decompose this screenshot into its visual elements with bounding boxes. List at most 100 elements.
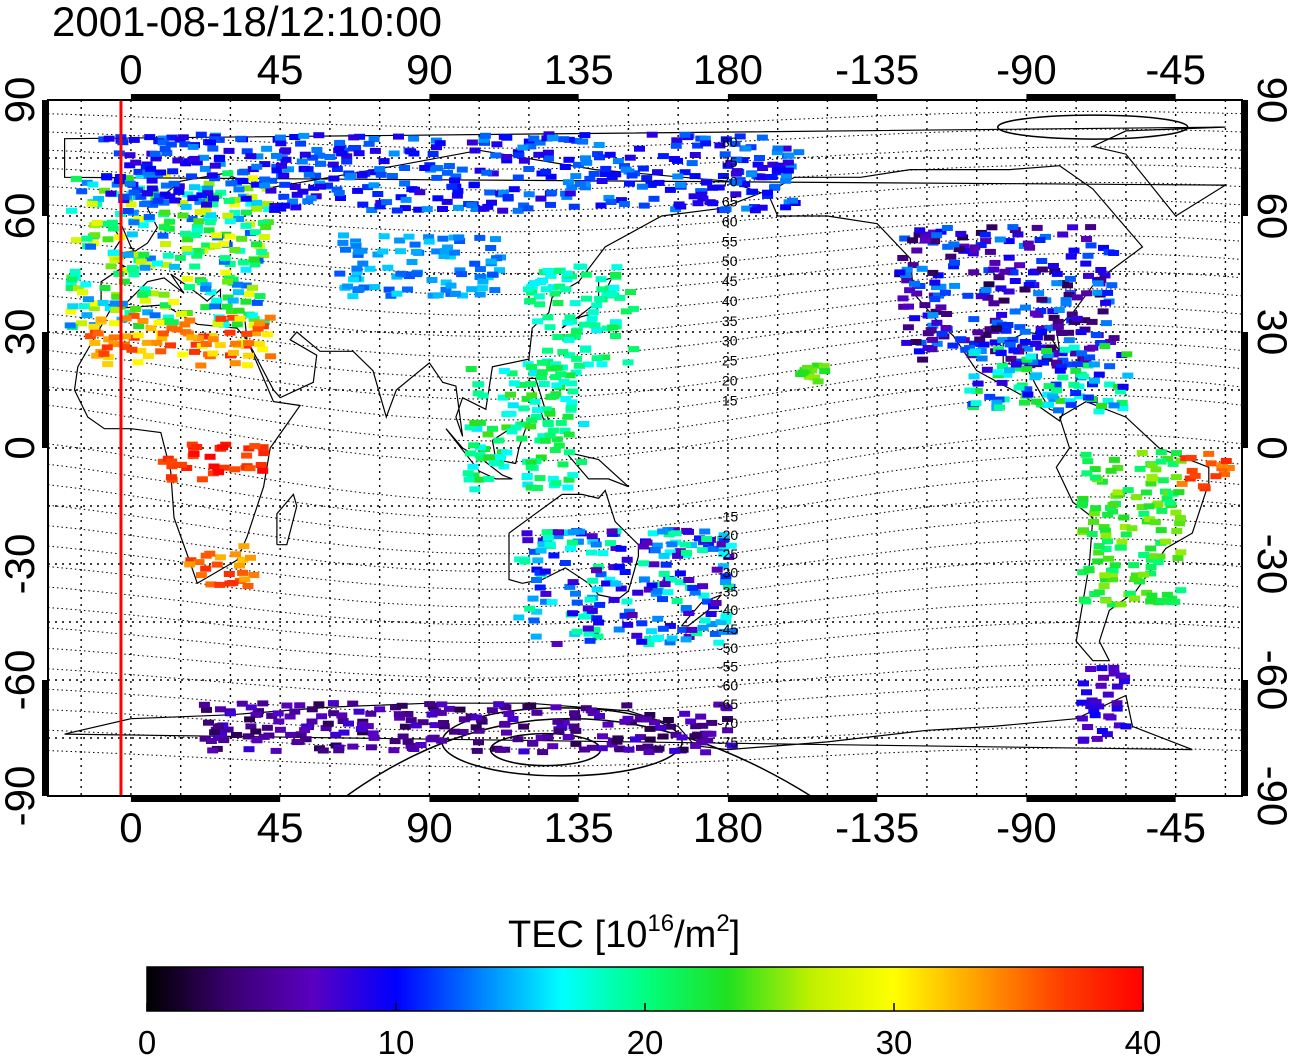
- tec-cell: [410, 722, 422, 729]
- tec-cell: [139, 201, 151, 208]
- tec-cell: [157, 232, 169, 239]
- tec-cell: [213, 469, 225, 476]
- tec-cell: [657, 596, 668, 603]
- tec-cell: [501, 729, 512, 736]
- tec-cell: [490, 152, 502, 159]
- tec-cell: [120, 333, 132, 340]
- tec-cell: [443, 705, 455, 712]
- mlat-label: -25: [718, 546, 738, 562]
- tec-cell: [65, 285, 77, 291]
- tec-cell: [352, 251, 364, 258]
- tec-cell: [313, 701, 325, 708]
- tec-cell: [519, 558, 531, 565]
- tec-cell: [1145, 545, 1157, 552]
- tec-cell: [303, 171, 315, 178]
- tec-cell: [1109, 562, 1121, 569]
- tec-cell: [506, 370, 518, 377]
- tec-cell: [1069, 350, 1081, 357]
- tec-cell: [408, 135, 420, 142]
- tec-cell: [521, 473, 533, 479]
- tec-cell: [579, 746, 591, 753]
- tec-cell: [745, 171, 757, 178]
- tec-cell: [664, 622, 676, 629]
- tec-cell: [542, 734, 554, 741]
- tec-cell: [1052, 323, 1064, 330]
- tec-cell: [167, 168, 179, 175]
- tec-cell: [587, 309, 599, 316]
- tec-cell: [1095, 682, 1107, 689]
- tec-cell: [135, 172, 147, 179]
- tec-cell: [440, 279, 452, 286]
- tec-cell: [1083, 567, 1095, 574]
- left-tick-label: -30: [0, 534, 43, 595]
- tec-cell: [563, 449, 575, 456]
- tec-cell: [802, 364, 813, 371]
- tec-cell: [1107, 567, 1119, 574]
- tec-cell: [337, 239, 349, 246]
- tec-cell: [105, 263, 117, 270]
- tec-cell: [754, 155, 765, 161]
- tec-cell: [762, 192, 774, 199]
- tec-cell: [1113, 722, 1125, 729]
- mlat-contour: [48, 454, 1242, 519]
- tec-cell: [345, 172, 356, 179]
- tec-cell: [727, 628, 738, 635]
- tec-cell: [365, 710, 377, 717]
- tec-cell: [544, 432, 556, 439]
- tec-cell: [532, 557, 544, 564]
- tec-cell: [1108, 335, 1120, 342]
- tec-cell: [290, 204, 302, 211]
- tec-cell: [614, 294, 626, 301]
- tec-cell: [240, 282, 252, 289]
- tec-cell: [578, 421, 590, 427]
- tec-cell: [186, 173, 197, 180]
- tec-cell: [916, 265, 928, 272]
- tec-cell: [165, 342, 176, 349]
- tec-cell: [685, 718, 697, 725]
- mlat-label: -40: [718, 602, 738, 618]
- tec-cell: [686, 542, 698, 549]
- tec-cell: [472, 390, 484, 397]
- tec-cell: [723, 583, 734, 590]
- tec-cell: [1223, 465, 1235, 471]
- tec-cell: [423, 238, 435, 245]
- tec-cell: [122, 251, 134, 258]
- tec-cell: [173, 188, 185, 195]
- tec-cell: [348, 276, 360, 283]
- tec-cell: [535, 279, 546, 285]
- tec-cell: [237, 556, 249, 563]
- tec-cell: [1081, 689, 1092, 696]
- tec-cell: [714, 142, 726, 149]
- tec-cell: [718, 551, 730, 558]
- right-tick-label: 30: [1249, 309, 1292, 356]
- tec-cell: [143, 172, 155, 179]
- tec-cell: [432, 292, 444, 299]
- tec-cell: [375, 199, 387, 206]
- tec-cell: [405, 717, 417, 724]
- tec-cell: [377, 248, 389, 255]
- tec-cell: [372, 191, 384, 197]
- tec-cell: [993, 274, 1005, 281]
- tec-cell: [525, 464, 537, 471]
- tec-cell: [756, 204, 768, 211]
- tec-cell: [984, 326, 996, 333]
- tec-cell: [968, 316, 980, 323]
- mlat-contour: [48, 146, 1242, 170]
- tec-cell: [347, 743, 359, 750]
- tec-cell: [353, 150, 365, 157]
- frame-bar-bottom: [1026, 796, 1176, 802]
- tec-cell: [152, 260, 163, 267]
- tec-cell: [521, 395, 533, 402]
- tec-cell: [953, 246, 965, 253]
- tec-cell: [919, 302, 931, 309]
- tec-cell: [1035, 344, 1047, 351]
- tec-cell: [662, 717, 674, 723]
- tec-cell: [563, 136, 575, 143]
- tec-cell: [486, 271, 498, 278]
- tec-cell: [468, 472, 480, 479]
- tec-cell: [368, 734, 380, 741]
- tec-cell: [1170, 509, 1182, 516]
- tec-cell: [781, 172, 792, 179]
- tec-cell: [257, 467, 269, 474]
- tec-cell: [1099, 576, 1111, 583]
